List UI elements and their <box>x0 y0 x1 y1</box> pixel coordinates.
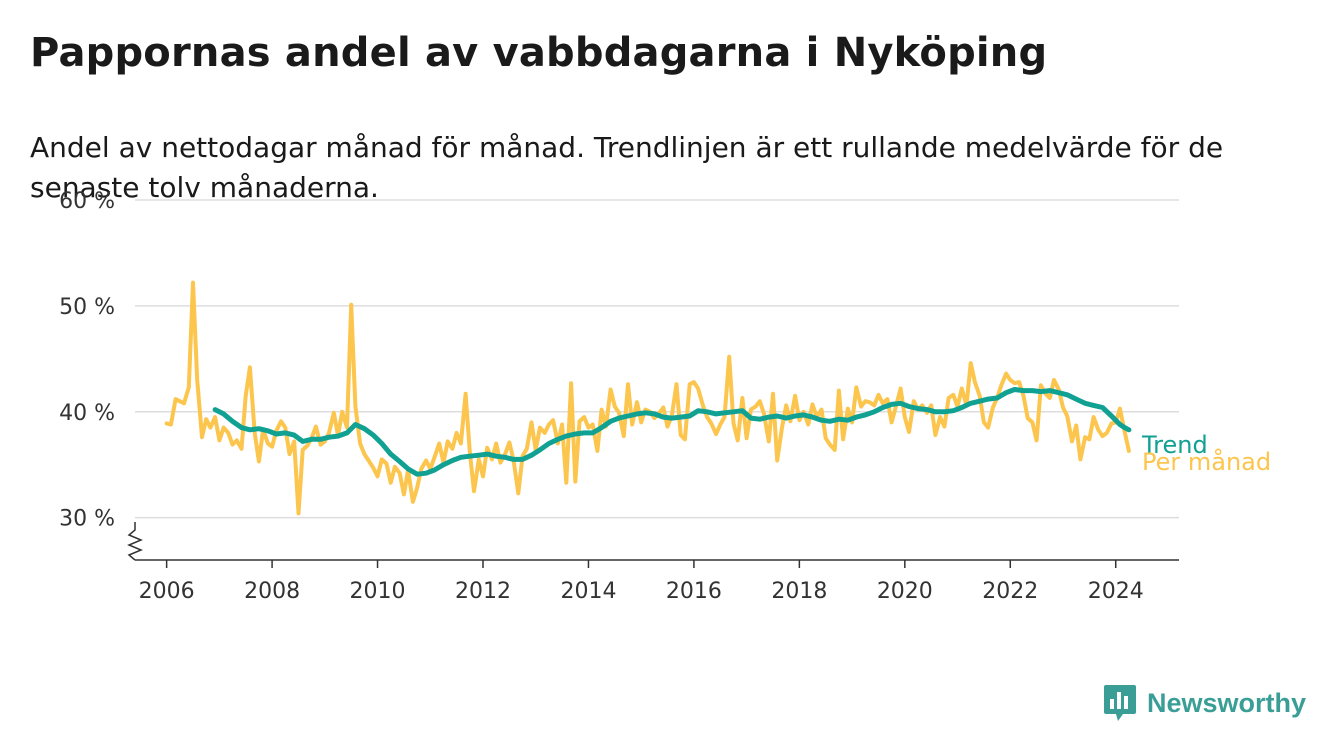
series-label-trend: Trend <box>1141 431 1208 459</box>
x-tick-label: 2016 <box>666 579 722 604</box>
x-tick-label: 2018 <box>771 579 827 604</box>
x-axis: 2006 2008 2010 2012 2014 2016 2018 2020 2022 2024 <box>135 559 1179 604</box>
brand-name: Newsworthy <box>1147 687 1307 718</box>
newsworthy-logo: Newsworthy <box>1103 683 1306 723</box>
x-tick-label: 2014 <box>560 579 616 604</box>
y-tick-label: 40 % <box>59 401 115 426</box>
y-tick-label: 50 % <box>59 295 115 320</box>
logo-bar-1 <box>1110 699 1114 709</box>
x-tick-label: 2022 <box>982 579 1038 604</box>
chart-title: Pappornas andel av vabbdagarna i Nyköpin… <box>30 30 1048 76</box>
x-tick-label: 2008 <box>244 579 300 604</box>
x-tick-label: 2010 <box>350 579 406 604</box>
chart-subtitle: Andel av nettodagar månad för månad. Tre… <box>30 131 1224 204</box>
logo-bar-2 <box>1117 692 1121 709</box>
grid-lines <box>135 199 1179 519</box>
series-line-trend <box>212 387 1132 477</box>
newsworthy-logo-icon <box>1104 685 1136 721</box>
x-tick-label: 2012 <box>455 579 511 604</box>
logo-bar-3 <box>1124 696 1128 709</box>
x-tick-label: 2020 <box>877 579 933 604</box>
y-axis: 30 % 40 % 50 % 60 % <box>59 189 143 561</box>
y-tick-label: 30 % <box>59 507 115 532</box>
series-layer <box>164 280 1132 516</box>
y-axis-break-icon <box>127 522 143 561</box>
series-label-per-month: Per månad <box>1142 447 1271 476</box>
y-tick-label: 60 % <box>59 189 115 214</box>
x-tick-label: 2024 <box>1088 579 1144 604</box>
x-tick-label: 2006 <box>139 579 195 604</box>
